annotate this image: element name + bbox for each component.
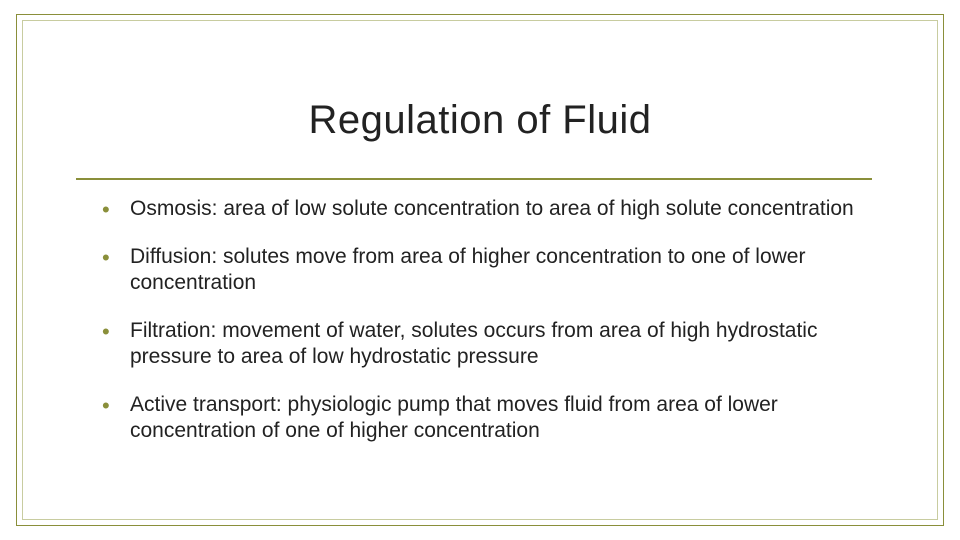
slide-title: Regulation of Fluid bbox=[0, 98, 960, 143]
bullet-list: Osmosis: area of low solute concentratio… bbox=[96, 196, 870, 466]
list-item: Osmosis: area of low solute concentratio… bbox=[96, 196, 870, 222]
list-item: Diffusion: solutes move from area of hig… bbox=[96, 244, 870, 296]
slide: Regulation of Fluid Osmosis: area of low… bbox=[0, 0, 960, 540]
list-item: Active transport: physiologic pump that … bbox=[96, 392, 870, 444]
list-item: Filtration: movement of water, solutes o… bbox=[96, 318, 870, 370]
title-divider bbox=[76, 178, 872, 180]
